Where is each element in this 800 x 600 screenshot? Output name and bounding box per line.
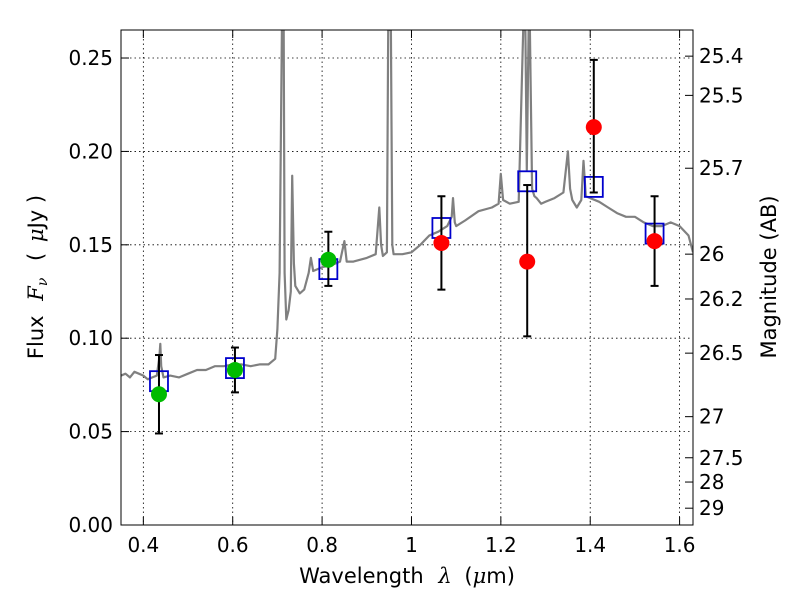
y2-tick-label: 25.7: [699, 156, 744, 180]
y2-tick-label: 27: [699, 405, 724, 429]
detection-point: [320, 251, 337, 268]
y2-tick-label: 29: [699, 496, 724, 520]
x-tick-label: 1.4: [574, 533, 606, 557]
x-axis-unit-open: (: [464, 564, 472, 588]
measurement-point: [646, 233, 663, 250]
y-tick-label: 0.10: [68, 326, 113, 350]
y2-tick-label: 26.2: [699, 287, 744, 311]
y2-tick-label: 25.4: [699, 44, 744, 68]
y-tick-label: 0.20: [68, 139, 113, 163]
plot-area: [121, 30, 693, 525]
y-tick-label: 0.05: [68, 420, 113, 444]
y-axis-title: Flux Fν ( μJy ): [24, 195, 52, 359]
y-axis-symbol: F: [24, 285, 48, 302]
grid-lines: [121, 30, 693, 526]
x-axis-symbol: λ: [437, 564, 451, 588]
x-tick-label: 0.6: [217, 533, 249, 557]
marker-layer: [149, 58, 665, 435]
plot-frame: [120, 29, 694, 526]
y-tick-label: 0.00: [68, 513, 113, 537]
x-axis-label: Wavelength: [299, 564, 424, 588]
y-axis-unit-rest: Jy ): [24, 195, 48, 231]
spectrum-line: [121, 30, 693, 381]
y2-tick-label: 25.5: [699, 83, 744, 107]
y2-tick-label: 26.5: [699, 341, 744, 365]
y2-tick-label: 28: [699, 470, 724, 494]
y-axis-unit-open: (: [24, 253, 48, 261]
spectrum-layer: [121, 30, 693, 381]
x-axis-unit-mu: μ: [473, 564, 487, 588]
x-axis-title: Wavelength λ (μm): [299, 564, 515, 588]
y-axis-subscript: ν: [35, 277, 51, 286]
y-axis-unit-mu: μ: [24, 228, 48, 242]
y-tick-label: 0.25: [68, 46, 113, 70]
measurement-point: [433, 234, 450, 251]
y-tick-label: 0.15: [68, 233, 113, 257]
y2-axis-title: Magnitude (AB): [757, 195, 781, 358]
x-tick-label: 1.6: [664, 533, 696, 557]
detection-point: [226, 361, 243, 378]
x-tick-label: 1: [405, 533, 418, 557]
measurement-point: [519, 253, 536, 270]
y-axis-label: Flux: [24, 315, 48, 359]
detection-point: [150, 386, 167, 403]
axis-ticks: 0.4 0.6 0.8 1 1.2 1.4 1.6 0.00 0.05 0.10 0.15 0.20 0…: [68, 30, 744, 557]
measurement-point: [585, 119, 602, 136]
x-tick-label: 0.8: [306, 533, 338, 557]
x-tick-label: 1.2: [485, 533, 517, 557]
y2-tick-label: 27.5: [699, 446, 744, 470]
x-tick-label: 0.4: [127, 533, 159, 557]
y2-tick-label: 26: [699, 242, 724, 266]
x-axis-unit-rest: m): [486, 564, 515, 588]
